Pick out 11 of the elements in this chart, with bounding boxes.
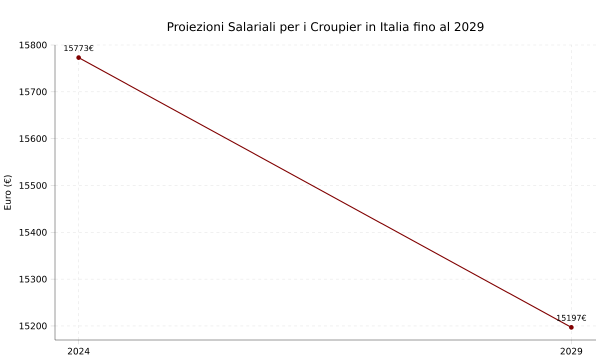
x-tick-label: 2024 xyxy=(68,348,90,355)
y-axis-title: Euro (€) xyxy=(4,175,12,210)
y-tick-label: 15400 xyxy=(20,228,47,236)
y-tick-label: 15600 xyxy=(20,135,47,142)
y-tick-label: 15300 xyxy=(20,276,47,283)
y-tick-label: 15700 xyxy=(20,88,47,96)
x-tick-label: 2029 xyxy=(560,348,582,355)
y-tick-label: 15200 xyxy=(20,322,47,330)
chart-title: Proiezioni Salariali per i Croupier in Italia fino al 2029 xyxy=(168,22,484,34)
y-tick-label: 15500 xyxy=(20,182,47,189)
y-tick-label: 15800 xyxy=(20,42,47,48)
